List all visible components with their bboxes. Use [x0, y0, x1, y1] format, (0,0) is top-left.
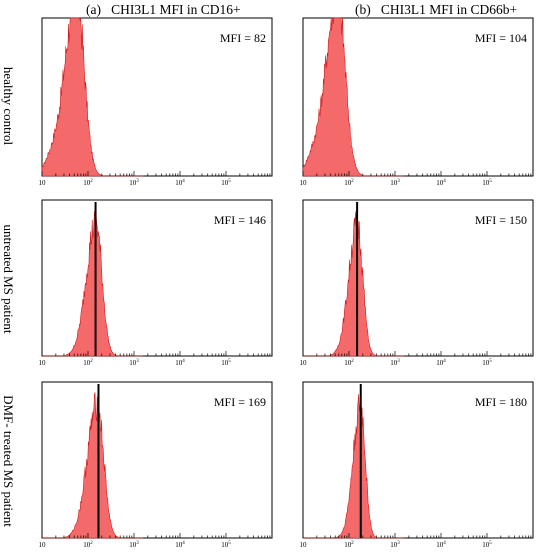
- x-tick-label: 102: [83, 359, 93, 367]
- x-tick-label: 104: [175, 179, 185, 187]
- x-tick-label: 104: [175, 359, 185, 367]
- x-tick-label: 103: [129, 179, 139, 187]
- mfi-label: MFI = 180: [475, 395, 527, 409]
- mfi-label: MFI = 82: [220, 31, 266, 45]
- column-title-a-text: CHI3L1 MFI in CD16+: [111, 2, 241, 17]
- column-title-b: (b) CHI3L1 MFI in CD66b+: [355, 2, 517, 18]
- x-tick-label: 103: [129, 359, 139, 367]
- x-tick-label: 105: [482, 179, 492, 187]
- x-tick-label: 10: [300, 179, 308, 187]
- x-tick-label: 103: [129, 541, 139, 549]
- column-letter-a: (a): [86, 2, 101, 17]
- x-tick-label: 10: [39, 541, 47, 549]
- mfi-label: MFI = 146: [214, 213, 266, 227]
- x-tick-label: 105: [221, 179, 231, 187]
- x-tick-label: 103: [390, 541, 400, 549]
- x-tick-label: 105: [482, 541, 492, 549]
- column-title-a: (a) CHI3L1 MFI in CD16+: [86, 2, 241, 18]
- mfi-label: MFI = 169: [214, 395, 266, 409]
- histogram-area: [302, 393, 405, 539]
- x-tick-label: 10: [39, 179, 47, 187]
- x-tick-label: 10: [300, 359, 308, 367]
- x-tick-label: 104: [436, 359, 446, 367]
- x-tick-label: 105: [482, 359, 492, 367]
- panel-frame: [302, 17, 534, 177]
- column-letter-b: (b): [355, 2, 371, 17]
- mfi-label: MFI = 150: [475, 213, 527, 227]
- histogram-area: [41, 210, 144, 357]
- x-tick-label: 102: [344, 359, 354, 367]
- panel-frame: [302, 199, 534, 357]
- panel-frame: [41, 199, 273, 357]
- x-tick-label: 104: [436, 541, 446, 549]
- panel-frame: [302, 381, 534, 539]
- x-tick-label: 104: [175, 541, 185, 549]
- x-tick-label: 102: [344, 179, 354, 187]
- x-tick-label: 102: [83, 179, 93, 187]
- x-tick-label: 10: [300, 541, 308, 549]
- column-title-b-text: CHI3L1 MFI in CD66b+: [380, 2, 518, 17]
- x-tick-label: 10: [39, 359, 47, 367]
- mfi-label: MFI = 104: [475, 31, 527, 45]
- histogram-area: [302, 17, 405, 177]
- x-tick-label: 102: [344, 541, 354, 549]
- x-tick-label: 102: [83, 541, 93, 549]
- x-tick-label: 105: [221, 359, 231, 367]
- histogram-area: [302, 208, 405, 357]
- x-tick-label: 103: [390, 179, 400, 187]
- x-tick-label: 105: [221, 541, 231, 549]
- x-tick-label: 103: [390, 359, 400, 367]
- panel-frame: [41, 17, 273, 177]
- panel-frame: [41, 381, 273, 539]
- histogram-area: [41, 17, 144, 177]
- x-tick-label: 104: [436, 179, 446, 187]
- histogram-area: [41, 392, 144, 539]
